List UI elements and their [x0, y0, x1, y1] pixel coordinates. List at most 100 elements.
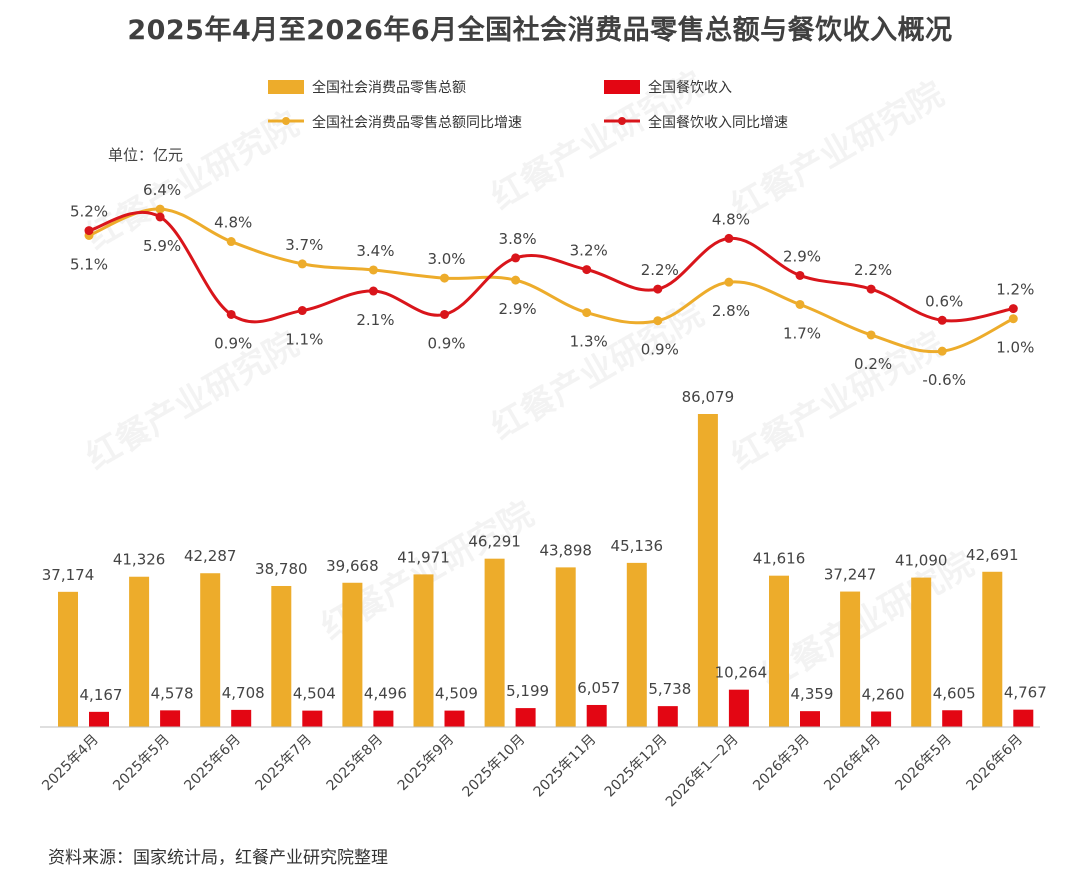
bar-label-catering: 5,199: [506, 682, 549, 700]
bar-label-catering: 5,738: [648, 680, 691, 698]
bar-catering: [302, 710, 323, 727]
point-label-catering-yoy: 1.1%: [285, 331, 323, 349]
bar-retail: [129, 576, 150, 727]
point-label-catering-yoy: 3.8%: [499, 230, 537, 248]
bar-catering: [728, 689, 749, 727]
bar-label-retail: 46,291: [468, 533, 521, 551]
point-retail-yoy: [653, 316, 663, 326]
bar-label-catering: 4,167: [80, 686, 123, 704]
bar-label-catering: 4,708: [222, 684, 265, 702]
point-label-catering-yoy: 3.2%: [570, 242, 608, 260]
point-label-catering-yoy: 5.2%: [70, 203, 108, 221]
point-label-catering-yoy: 0.6%: [925, 292, 963, 310]
legend-marker-retail-yoy: [282, 117, 290, 125]
point-label-catering-yoy: 1.2%: [996, 281, 1034, 299]
x-tick-label: 2025年7月: [253, 732, 316, 795]
bar-label-retail: 86,079: [682, 388, 735, 406]
point-retail-yoy: [226, 237, 236, 247]
x-tick-label: 2026年1—2月: [663, 732, 742, 811]
point-retail-yoy: [1008, 314, 1018, 324]
watermark-text: 红餐产业研究院: [725, 324, 951, 478]
watermark-text: 红餐产业研究院: [80, 324, 306, 478]
watermark-text: 红餐产业研究院: [80, 104, 306, 258]
bar-label-retail: 45,136: [611, 537, 664, 555]
bar-layer: 37,174 4,167 41,326 4,578 42,287 4,708 38,780 4…: [42, 388, 1047, 727]
bar-catering: [800, 711, 820, 727]
bar-label-catering: 4,359: [791, 685, 834, 703]
point-label-retail-yoy: 1.0%: [996, 339, 1034, 357]
legend-label-catering: 全国餐饮收入: [648, 79, 732, 96]
bar-retail: [413, 574, 434, 727]
legend-label-catering-yoy: 全国餐饮收入同比增速: [648, 114, 788, 131]
bar-label-catering: 10,264: [715, 664, 768, 682]
bar-retail: [769, 575, 789, 727]
x-tick-label: 2025年5月: [110, 732, 173, 795]
bar-catering: [231, 709, 252, 727]
unit-label: 单位：亿元: [108, 146, 183, 164]
point-label-retail-yoy: -0.6%: [922, 371, 966, 389]
point-catering-yoy: [155, 212, 165, 222]
bar-label-catering: 4,260: [862, 686, 905, 704]
bar-label-catering: 4,504: [293, 685, 336, 703]
point-catering-yoy: [795, 270, 805, 280]
bar-catering: [871, 711, 892, 727]
bar-label-retail: 42,691: [966, 546, 1019, 564]
bar-retail: [555, 567, 576, 727]
legend-label-retail: 全国社会消费品零售总额: [312, 79, 466, 96]
point-label-retail-yoy: 2.8%: [712, 302, 750, 320]
source-note: 资料来源：国家统计局，红餐产业研究院整理: [48, 848, 388, 868]
bar-retail: [484, 558, 505, 727]
bar-label-catering: 6,057: [577, 679, 620, 697]
point-catering-yoy: [84, 226, 94, 236]
point-catering-yoy: [724, 233, 734, 243]
point-retail-yoy: [440, 273, 449, 283]
point-catering-yoy: [368, 286, 378, 296]
bar-retail: [200, 573, 221, 727]
legend-swatch-catering: [604, 80, 640, 94]
point-retail-yoy: [155, 204, 165, 214]
point-retail-yoy: [297, 259, 307, 269]
point-catering-yoy: [937, 315, 947, 325]
point-label-retail-yoy: 0.2%: [854, 355, 892, 373]
bar-label-retail: 41,090: [895, 552, 948, 570]
point-retail-yoy: [511, 275, 521, 285]
x-tick-label: 2026年3月: [750, 732, 813, 795]
point-label-retail-yoy: 3.4%: [356, 242, 394, 260]
bar-retail: [342, 582, 363, 727]
bar-catering: [942, 710, 963, 727]
bar-retail: [982, 571, 1003, 727]
point-label-retail-yoy: 1.3%: [570, 333, 608, 351]
point-catering-yoy: [440, 309, 449, 319]
point-catering-yoy: [582, 265, 592, 275]
bar-catering: [1013, 709, 1034, 727]
bar-retail: [271, 585, 292, 727]
point-retail-yoy: [368, 265, 378, 275]
point-catering-yoy: [653, 284, 663, 294]
point-catering-yoy: [511, 253, 521, 263]
x-tick-label: 2025年10月: [460, 732, 529, 801]
line-layer: 5.1% 5.2% 6.4% 5.9% 4.8% 0.9% 3.7% 1.1% 3.4% 2.1%…: [70, 181, 1034, 389]
bar-label-retail: 41,971: [397, 548, 450, 566]
point-label-retail-yoy: 6.4%: [143, 181, 181, 199]
legend-marker-catering-yoy: [618, 117, 626, 125]
point-label-catering-yoy: 2.2%: [641, 261, 679, 279]
bar-catering: [657, 706, 678, 727]
point-label-retail-yoy: 4.8%: [214, 214, 252, 232]
point-label-catering-yoy: 2.2%: [854, 261, 892, 279]
legend-label-retail-yoy: 全国社会消费品零售总额同比增速: [312, 114, 522, 131]
x-tick-label: 2026年4月: [821, 732, 884, 795]
chart-title: 2025年4月至2026年6月全国社会消费品零售总额与餐饮收入概况: [127, 15, 953, 46]
point-label-retail-yoy: 1.7%: [783, 324, 821, 342]
bar-label-retail: 42,287: [184, 547, 237, 565]
bar-label-retail: 37,174: [42, 566, 95, 584]
x-tick-label: 2025年4月: [39, 732, 102, 795]
bar-catering: [160, 710, 181, 727]
x-tick-label: 2025年9月: [395, 732, 458, 795]
point-label-catering-yoy: 0.9%: [427, 334, 465, 352]
bar-catering: [444, 710, 465, 727]
point-label-catering-yoy: 5.9%: [143, 237, 181, 255]
bar-retail: [911, 577, 932, 727]
watermark-text: 红餐产业研究院: [725, 74, 951, 228]
point-label-catering-yoy: 4.8%: [712, 210, 750, 228]
